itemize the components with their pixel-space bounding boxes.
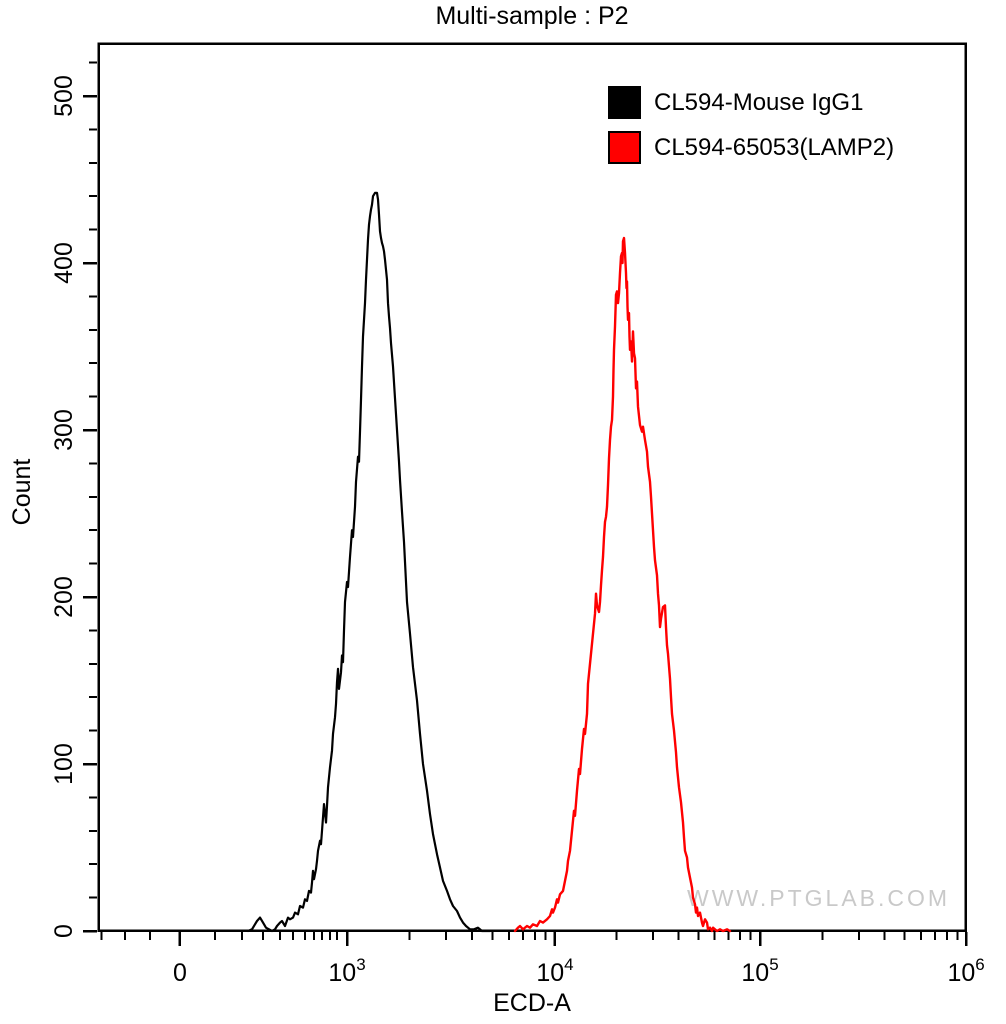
plot-border	[97, 42, 967, 932]
x-tick-label: 0	[173, 959, 187, 987]
series-curve-igg1	[246, 191, 492, 933]
series-curve-lamp2	[513, 236, 732, 933]
y-tick-label: 0	[50, 924, 78, 938]
legend-item: CL594-65053(LAMP2)	[608, 131, 894, 164]
y-tick-label: 200	[50, 576, 78, 618]
legend-label-igg1: CL594-Mouse IgG1	[654, 88, 864, 116]
legend-swatch-lamp2-icon	[608, 131, 641, 164]
y-tick-label: 300	[50, 409, 78, 451]
chart-title: Multi-sample : P2	[435, 2, 629, 30]
y-tick-label: 500	[50, 75, 78, 117]
legend-item: CL594-Mouse IgG1	[608, 86, 894, 119]
legend-swatch-igg1-icon	[608, 86, 641, 119]
x-tick-label: 105	[741, 955, 778, 987]
x-tick-label: 104	[536, 955, 573, 987]
x-tick-label: 103	[328, 955, 365, 987]
legend-label-lamp2: CL594-65053(LAMP2)	[654, 133, 895, 161]
x-tick-label: 106	[947, 955, 984, 987]
legend: CL594-Mouse IgG1 CL594-65053(LAMP2)	[608, 86, 894, 176]
y-tick-label: 400	[50, 242, 78, 284]
y-tick-label: 100	[50, 743, 78, 785]
x-axis-label: ECD-A	[493, 989, 571, 1017]
watermark: WWW.PTGLAB.COM	[687, 885, 951, 911]
